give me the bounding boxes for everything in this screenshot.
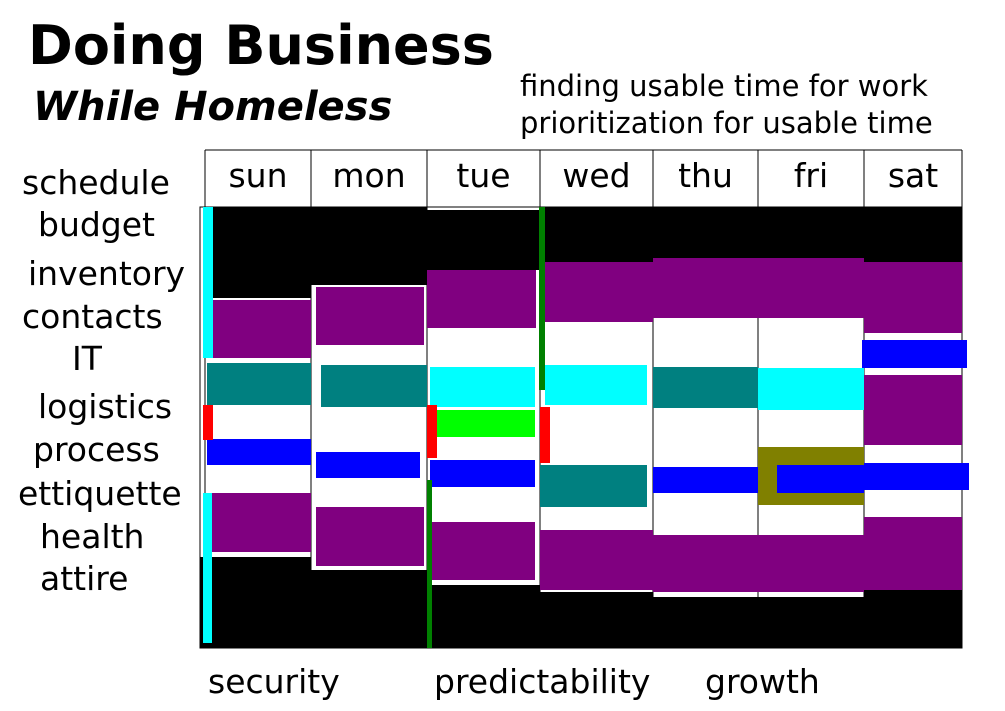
time-block [203, 405, 213, 440]
row-label: contacts [22, 297, 163, 336]
time-block [321, 365, 427, 407]
schedule-grid: sun mon tue wed thu fri sat [199, 149, 969, 649]
footer-label: growth [705, 662, 820, 701]
row-label: budget [38, 205, 155, 244]
time-block [316, 452, 420, 478]
time-block [213, 207, 311, 298]
time-block [777, 465, 864, 493]
row-label: inventory [28, 254, 185, 293]
day-label: thu [678, 156, 733, 195]
time-block [427, 405, 437, 458]
time-block [540, 465, 647, 507]
time-block [210, 300, 311, 358]
time-block [432, 522, 535, 580]
time-block [210, 493, 311, 552]
title: Doing Business [28, 14, 494, 77]
day-label: sat [888, 156, 938, 195]
time-block [430, 460, 535, 487]
time-block [864, 375, 962, 445]
time-block [545, 365, 647, 405]
time-block [427, 210, 540, 270]
time-block [758, 258, 864, 318]
day-label: wed [562, 156, 630, 195]
day-label: fri [794, 156, 828, 195]
time-block [864, 262, 962, 333]
time-block [432, 410, 535, 437]
time-block [864, 207, 962, 262]
time-block [862, 340, 967, 368]
time-block [653, 367, 758, 408]
time-block [653, 597, 758, 648]
time-block [758, 207, 864, 258]
subtitle: While Homeless [33, 84, 392, 130]
time-block [864, 517, 962, 590]
time-block [540, 530, 653, 590]
time-block [653, 258, 758, 318]
time-block [203, 493, 212, 643]
time-block [316, 507, 424, 566]
row-label: ettiquette [18, 474, 182, 513]
time-block [539, 207, 545, 390]
time-block [316, 287, 424, 345]
footer-label: security [208, 662, 340, 701]
time-block [540, 407, 550, 463]
row-label: attire [40, 559, 128, 598]
row-label: process [33, 430, 160, 469]
day-label: tue [456, 156, 510, 195]
note: finding usable time for work [520, 69, 928, 103]
time-block [540, 207, 653, 262]
time-block [758, 597, 864, 648]
footer-label: predictability [434, 662, 650, 701]
time-block [207, 439, 311, 465]
time-block [200, 557, 311, 648]
time-block [203, 207, 213, 358]
time-block [653, 535, 758, 592]
time-block [427, 270, 536, 328]
time-block [311, 207, 427, 285]
time-block [432, 585, 540, 648]
time-block [540, 592, 653, 648]
time-block [545, 262, 653, 322]
row-label: IT [72, 339, 103, 378]
note: prioritization for usable time [520, 106, 933, 140]
time-block [864, 590, 962, 648]
time-block [758, 368, 864, 410]
time-block [207, 363, 311, 405]
time-block [653, 207, 758, 258]
row-label: logistics [38, 387, 172, 426]
time-block [430, 367, 535, 407]
day-label: sun [228, 156, 287, 195]
time-block [311, 570, 427, 648]
row-label: health [40, 517, 144, 556]
time-block [758, 535, 864, 592]
day-label: mon [332, 156, 405, 195]
row-label: schedule [22, 163, 170, 202]
time-block [427, 480, 432, 648]
time-block [864, 463, 969, 490]
time-block [653, 467, 758, 493]
